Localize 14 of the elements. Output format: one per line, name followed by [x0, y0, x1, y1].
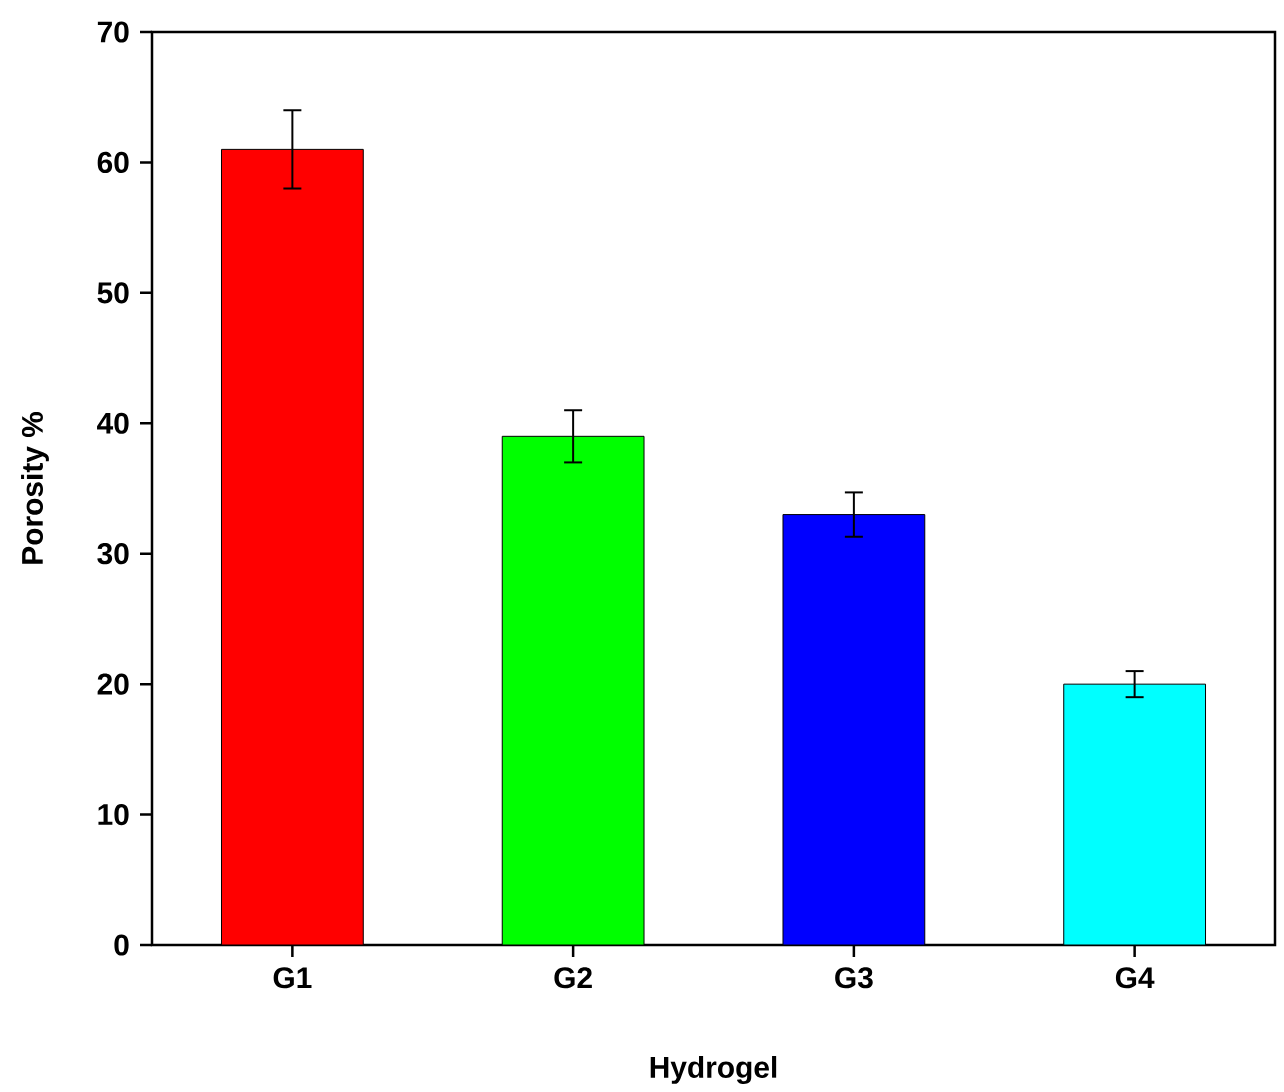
y-axis-title: Porosity %: [21, 412, 49, 564]
y-tick-label: 70: [97, 21, 129, 43]
x-axis-title: Hydrogel: [650, 1056, 777, 1084]
y-tick-label: 50: [97, 282, 129, 304]
x-tick-label: G1: [273, 967, 312, 989]
y-tick-label: 60: [97, 151, 129, 174]
y-tick-label: 30: [97, 543, 129, 565]
y-tick-label: 10: [98, 803, 129, 826]
y-tick-label: 20: [97, 673, 129, 695]
x-tick-label: G4: [1115, 967, 1155, 989]
y-tick-label: 40: [97, 412, 129, 434]
x-tick-label: G2: [554, 967, 592, 989]
y-tick-label: 0: [114, 934, 129, 956]
x-tick-label: G3: [835, 967, 873, 989]
